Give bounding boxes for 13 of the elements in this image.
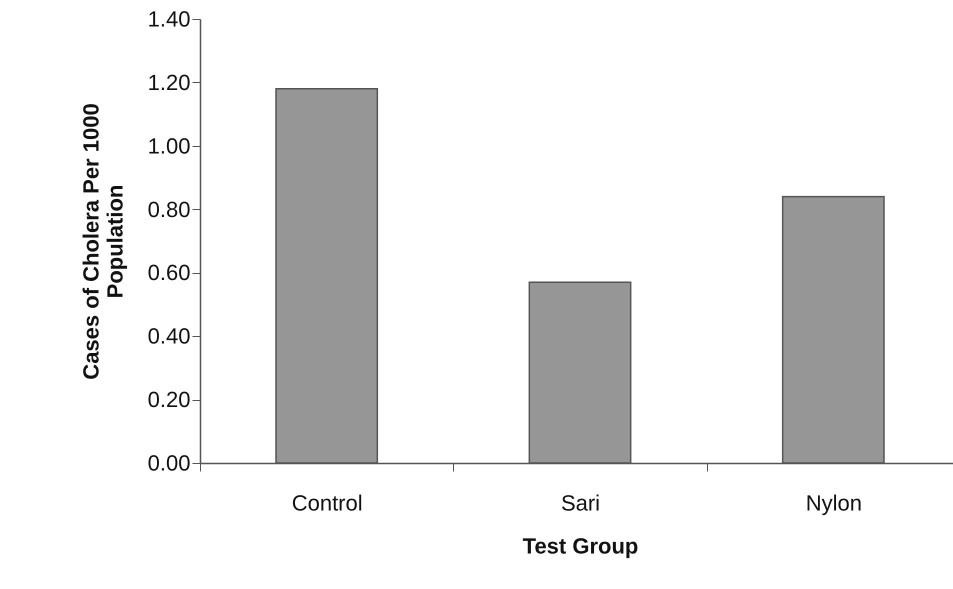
x-tick-label: Sari: [560, 490, 600, 516]
x-tick-label: Nylon: [806, 490, 862, 516]
y-tick-label: 0.80: [148, 196, 190, 222]
y-tick-label: 0.40: [148, 324, 190, 349]
y-tick-label: 1.20: [148, 70, 190, 95]
x-tick-label: Control: [292, 490, 363, 516]
y-tick-label: 0.60: [148, 260, 190, 286]
y-tick-label: 0.00: [148, 450, 190, 476]
y-axis-title: Cases of Cholera Per 1000 Population: [78, 103, 128, 380]
y-tick-label: 1.40: [148, 6, 190, 32]
x-axis-title: Test Group: [522, 534, 638, 558]
y-tick-label: 0.20: [148, 387, 190, 412]
y-tick-label: 1.00: [148, 133, 190, 158]
